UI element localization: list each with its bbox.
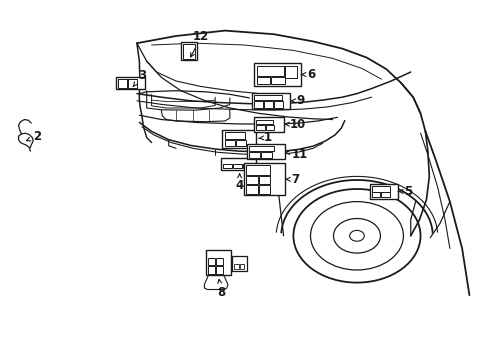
- Bar: [265, 125, 274, 130]
- Bar: [183, 44, 194, 59]
- Bar: [369, 184, 397, 199]
- Text: 1: 1: [258, 131, 272, 144]
- Text: 9: 9: [290, 94, 304, 107]
- Bar: [245, 185, 257, 194]
- Bar: [208, 258, 215, 265]
- Bar: [181, 42, 196, 60]
- Bar: [253, 117, 284, 132]
- Bar: [256, 77, 270, 84]
- Bar: [118, 79, 127, 88]
- Bar: [245, 165, 270, 175]
- Bar: [232, 164, 241, 168]
- Text: 7: 7: [285, 173, 299, 186]
- Bar: [116, 77, 144, 89]
- Bar: [128, 79, 137, 88]
- Text: 12: 12: [190, 30, 209, 57]
- Bar: [236, 140, 245, 146]
- Bar: [371, 192, 380, 197]
- Bar: [208, 266, 215, 274]
- Bar: [254, 101, 263, 108]
- Bar: [252, 93, 290, 109]
- Bar: [223, 164, 231, 168]
- Bar: [381, 192, 389, 197]
- Text: 5: 5: [398, 185, 411, 198]
- Bar: [221, 158, 256, 170]
- Bar: [216, 266, 223, 274]
- Bar: [258, 185, 270, 194]
- Bar: [371, 186, 389, 192]
- Bar: [271, 77, 285, 84]
- Bar: [243, 163, 285, 195]
- Bar: [255, 120, 273, 124]
- Bar: [249, 146, 273, 151]
- Bar: [284, 66, 297, 78]
- Bar: [206, 250, 230, 275]
- Bar: [249, 152, 260, 158]
- Bar: [273, 101, 282, 108]
- Bar: [216, 258, 223, 265]
- Bar: [261, 152, 271, 158]
- Bar: [224, 140, 234, 146]
- Text: 4: 4: [235, 174, 243, 192]
- Bar: [239, 264, 244, 269]
- Bar: [264, 101, 272, 108]
- Bar: [247, 144, 284, 159]
- Text: 2: 2: [26, 130, 41, 143]
- Text: 3: 3: [133, 69, 146, 86]
- Text: 6: 6: [301, 68, 315, 81]
- Bar: [233, 264, 238, 269]
- Bar: [222, 130, 255, 148]
- Bar: [231, 256, 247, 271]
- Text: 10: 10: [285, 118, 305, 131]
- Bar: [254, 95, 281, 100]
- Text: 8: 8: [217, 279, 224, 299]
- Bar: [245, 176, 257, 184]
- Bar: [258, 176, 270, 184]
- Text: 11: 11: [285, 148, 307, 161]
- Bar: [256, 66, 283, 76]
- Bar: [254, 63, 300, 86]
- Bar: [224, 132, 244, 139]
- Bar: [255, 125, 264, 130]
- Bar: [242, 164, 251, 168]
